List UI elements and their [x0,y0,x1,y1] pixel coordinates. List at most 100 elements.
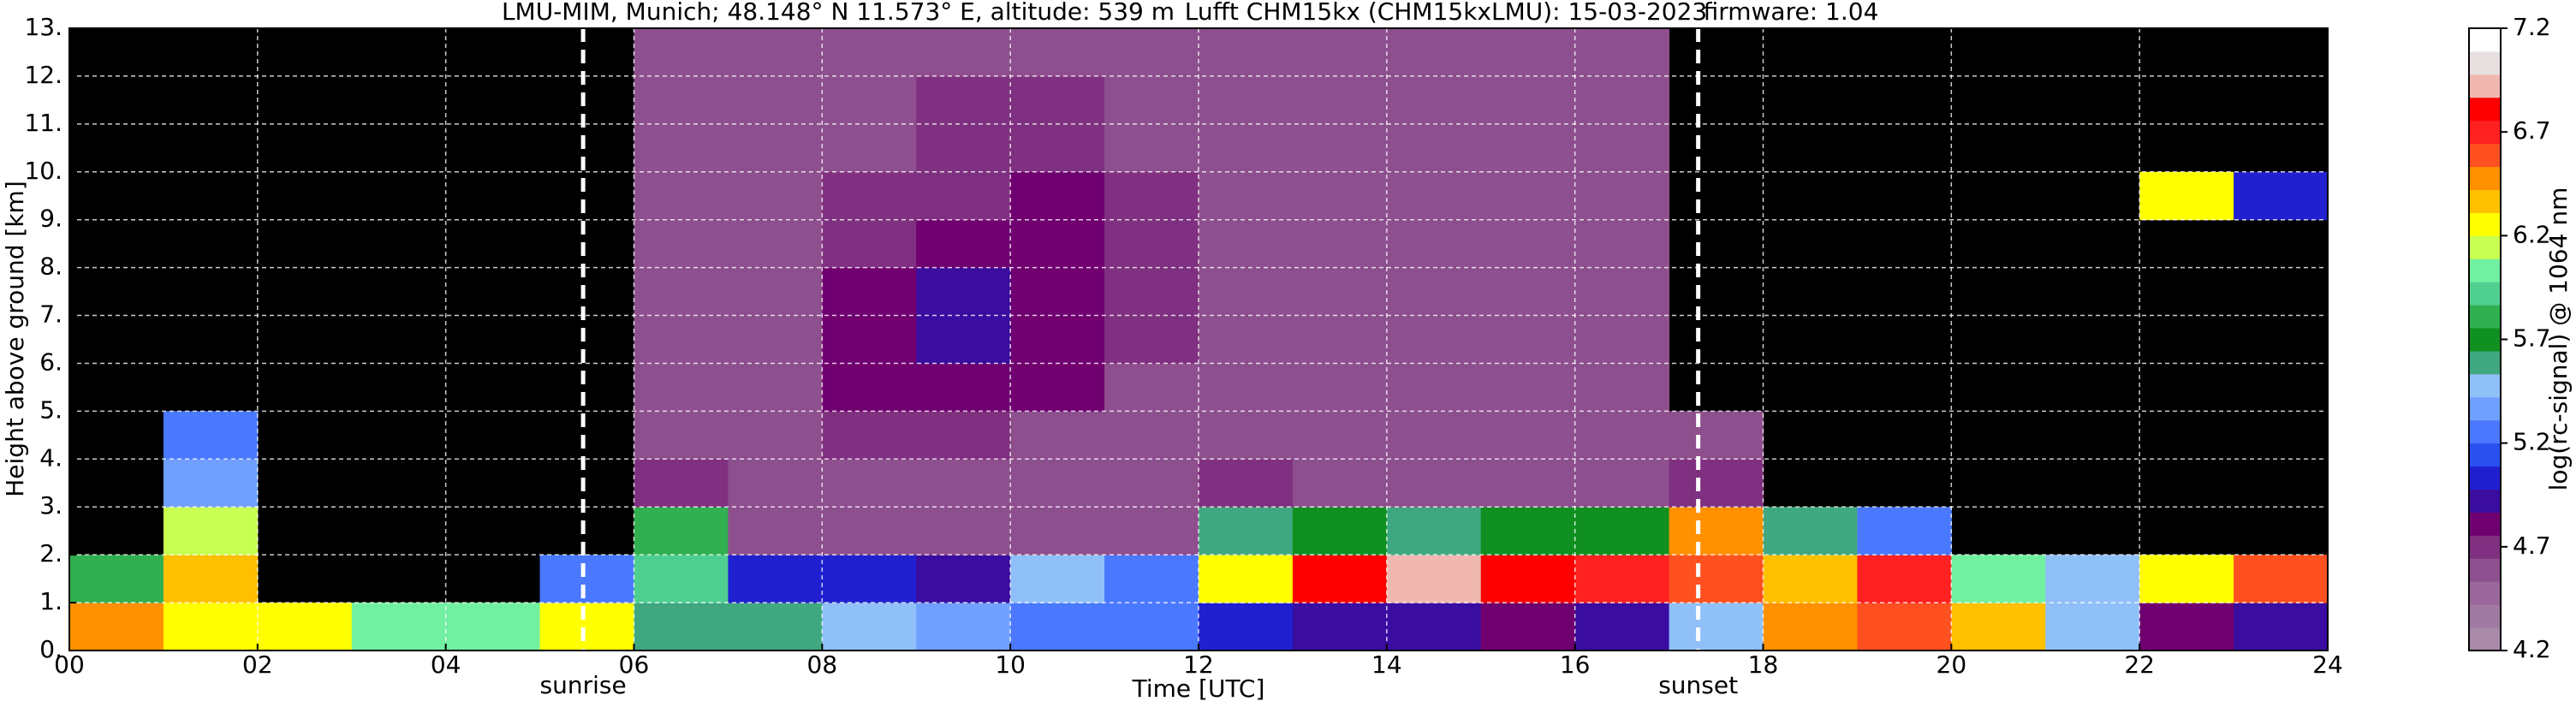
heatmap-cell [728,459,823,508]
event-label: sunset [1658,671,1738,699]
x-tick-label: 12 [1183,651,1214,679]
heatmap-cell [1669,459,1764,508]
y-tick-label: 13. [24,13,62,41]
heatmap-cell [634,28,729,77]
heatmap-cell [1010,123,1105,173]
heatmap-cell [1010,555,1105,603]
heatmap-cell [1480,171,1576,221]
colorbar-segment [2469,396,2501,421]
colorbar-segment [2469,604,2501,628]
colorbar-segment [2469,258,2501,282]
heatmap-cell [728,363,823,412]
heatmap-cell [1669,555,1764,603]
heatmap-cell [69,603,164,651]
heatmap-cell [1574,267,1670,317]
heatmap-cell [1386,123,1482,173]
heatmap-cell [1010,267,1105,317]
heatmap-cell [1669,507,1764,556]
y-tick-label: 0. [39,635,62,663]
heatmap-cell [916,315,1011,364]
heatmap-cell [916,123,1011,173]
heatmap-cell [1104,75,1199,125]
heatmap-cell [916,75,1011,125]
heatmap-cell [1010,363,1105,412]
heatmap-cell [1199,411,1294,460]
heatmap-cell [916,171,1011,221]
heatmap-cell [916,555,1011,603]
colorbar-segment [2469,328,2501,352]
heatmap-cell [1574,75,1670,125]
heatmap-cell [822,411,917,460]
heatmap-cell [1386,459,1482,508]
title-part: Lufft CHM15kx (CHM15kxLMU): 15-03-2023 [1185,0,1707,26]
colorbar-segment [2469,143,2501,168]
heatmap-cell [1386,267,1482,317]
heatmap-cell [1199,219,1294,269]
x-tick-label: 06 [619,651,650,679]
heatmap-cell [1669,411,1764,460]
heatmap-cell [1292,123,1388,173]
heatmap-cell [822,219,917,269]
colorbar-segment [2469,166,2501,190]
heatmap-cell [1199,28,1294,77]
heatmap-cell [728,315,823,364]
heatmap-cell [1010,603,1105,651]
heatmap-cell [728,267,823,317]
heatmap-cell [1386,411,1482,460]
heatmap-cell [916,219,1011,269]
heatmap-cell [728,171,823,221]
heatmap-cell [1104,411,1199,460]
colorbar-segment [2469,512,2501,536]
heatmap-cell [1104,219,1199,269]
heatmap-cell [822,171,917,221]
heatmap-cell [1574,171,1670,221]
y-tick-label: 12. [24,61,62,89]
heatmap-cell [1857,603,1952,651]
heatmap-cell [728,123,823,173]
heatmap-cell [163,459,259,508]
heatmap-cell [1199,603,1294,651]
heatmap-cell [1574,555,1670,603]
heatmap-cell [2234,603,2329,651]
heatmap-cell [1480,123,1576,173]
colorbar-segment [2469,489,2501,513]
y-tick-label: 7. [39,300,62,329]
heatmap-cell [1292,267,1388,317]
colorbar-tick-label: 5.2 [2513,428,2551,456]
heatmap-cell [728,411,823,460]
heatmap-cell [1386,603,1482,651]
heatmap-cell [822,507,917,556]
colorbar-segment [2469,305,2501,329]
heatmap-cell [163,411,259,460]
heatmap-cell [728,219,823,269]
heatmap-cell [1104,28,1199,77]
colorbar-segment [2469,535,2501,559]
heatmap-cell [1480,603,1576,651]
heatmap-cell [1292,411,1388,460]
heatmap-cell [1574,28,1670,77]
heatmap-cell [1574,123,1670,173]
heatmap-cell [916,363,1011,412]
heatmap-cell [728,28,823,77]
heatmap-cell [822,315,917,364]
x-tick-label: 02 [242,651,273,679]
heatmap-cell [822,459,917,508]
colorbar-segment [2469,28,2501,52]
heatmap-cell [1480,267,1576,317]
colorbar-segment [2469,627,2501,651]
heatmap-cell [1386,555,1482,603]
y-tick-label: 6. [39,348,62,376]
heatmap-cell [1857,507,1952,556]
x-tick-label: 18 [1748,651,1779,679]
x-axis-label: Time [UTC] [1132,674,1265,703]
heatmap-cell [634,267,729,317]
heatmap-cell [2045,555,2140,603]
heatmap-cell [634,507,729,556]
x-tick-label: 04 [431,651,461,679]
heatmap-cell [351,603,447,651]
heatmap-cell [634,363,729,412]
heatmap-cell [1199,363,1294,412]
heatmap-cell [1292,75,1388,125]
heatmap-cell [634,171,729,221]
